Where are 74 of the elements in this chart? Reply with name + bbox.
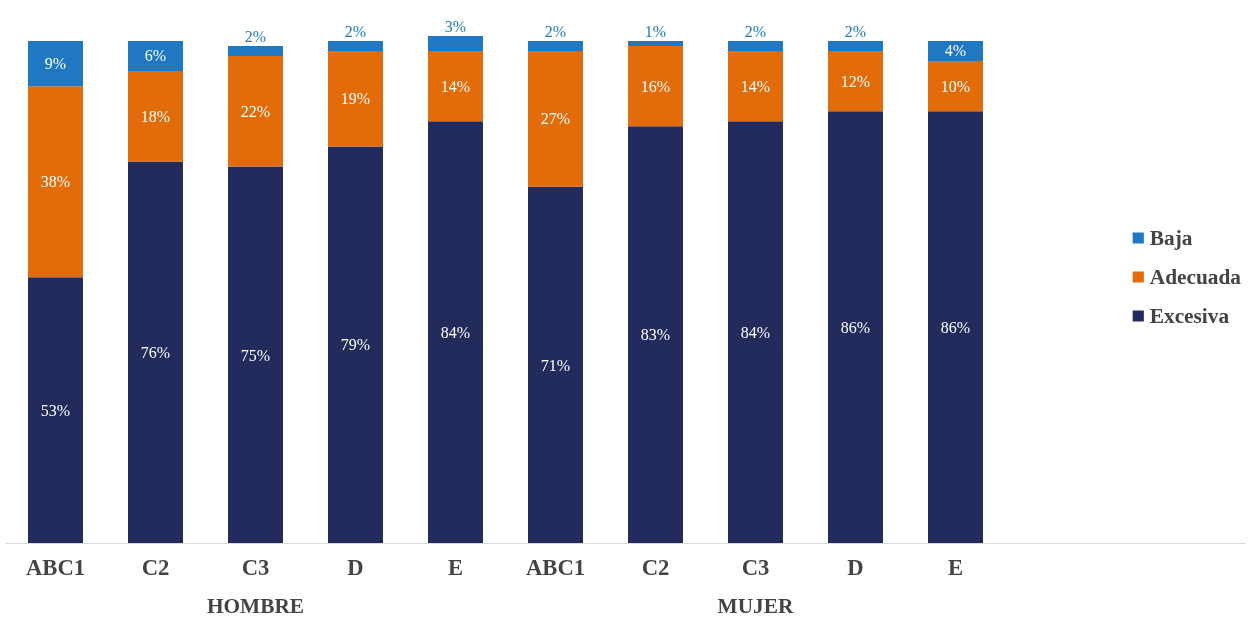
x-tick-label: D xyxy=(847,554,864,580)
bar xyxy=(128,40,183,72)
data-label: 1% xyxy=(644,22,667,40)
x-tick-label: C3 xyxy=(241,554,270,580)
bar xyxy=(228,166,283,544)
data-label: 19% xyxy=(340,90,371,108)
legend-label: Baja xyxy=(1149,225,1193,250)
text: HOMBRE xyxy=(206,593,305,618)
data-label: 86% xyxy=(940,318,971,336)
bar xyxy=(728,40,783,51)
x-tick-label: ABC1 xyxy=(525,554,586,580)
bar xyxy=(128,71,183,162)
data-label: 53% xyxy=(40,401,71,419)
data-label: 22% xyxy=(240,102,271,120)
data-label: 14% xyxy=(440,77,471,95)
bar xyxy=(928,61,983,112)
data-label: 2% xyxy=(244,27,267,45)
data-label: 38% xyxy=(40,173,71,191)
bar xyxy=(828,111,883,544)
text: MUJER xyxy=(717,593,795,618)
data-label: 2% xyxy=(344,22,367,40)
data-label: 4% xyxy=(944,42,967,60)
data-label: 2% xyxy=(744,22,767,40)
x-tick-label: C3 xyxy=(741,554,770,580)
data-label: 2% xyxy=(544,22,567,40)
data-label: 9% xyxy=(44,55,67,73)
bar xyxy=(628,45,683,127)
data-label: 6% xyxy=(144,47,167,65)
x-tick-label: E xyxy=(447,554,464,580)
data-label: 79% xyxy=(340,336,371,354)
bar xyxy=(28,277,83,544)
data-label: 14% xyxy=(740,77,771,95)
bar xyxy=(28,40,83,87)
bar xyxy=(728,50,783,122)
bar xyxy=(728,121,783,544)
bar xyxy=(128,161,183,544)
data-label: 2% xyxy=(844,22,867,40)
x-tick-label: D xyxy=(347,554,364,580)
data-label: 16% xyxy=(640,77,671,95)
bar xyxy=(428,121,483,544)
bar xyxy=(228,55,283,167)
bar xyxy=(828,50,883,112)
data-label: 27% xyxy=(540,110,571,128)
bar xyxy=(228,45,283,56)
x-tick-label: ABC1 xyxy=(25,554,86,580)
data-label: 83% xyxy=(640,326,671,344)
bar xyxy=(528,40,583,51)
bar xyxy=(328,40,383,51)
bar xyxy=(428,35,483,51)
bar xyxy=(828,40,883,51)
x-tick-label: C2 xyxy=(641,554,670,580)
data-label: 12% xyxy=(840,72,871,90)
data-label: 10% xyxy=(940,77,971,95)
x-tick-label: E xyxy=(947,554,964,580)
data-label: 84% xyxy=(440,323,471,341)
bar xyxy=(428,50,483,122)
data-label: 76% xyxy=(140,344,171,362)
bar xyxy=(28,86,83,278)
x-tick-label: C2 xyxy=(141,554,170,580)
data-label: 71% xyxy=(540,356,571,374)
bar xyxy=(628,40,683,46)
bar xyxy=(328,146,383,544)
data-label: 84% xyxy=(740,323,771,341)
data-label: 75% xyxy=(240,346,271,364)
bar xyxy=(528,186,583,544)
data-label: 3% xyxy=(444,17,467,35)
bar xyxy=(328,50,383,147)
legend-label: Adecuada xyxy=(1149,264,1241,289)
legend-label: Excesiva xyxy=(1149,303,1230,328)
bar xyxy=(928,111,983,544)
data-label: 18% xyxy=(140,107,171,125)
bar xyxy=(528,50,583,187)
data-label: 86% xyxy=(840,318,871,336)
bar xyxy=(628,126,683,544)
